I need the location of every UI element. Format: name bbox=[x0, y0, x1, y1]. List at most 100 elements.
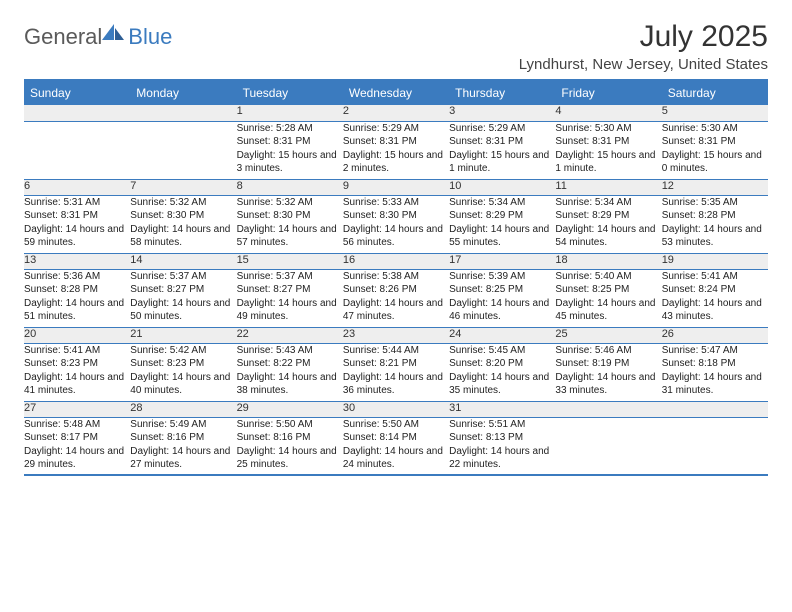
sunset-line: Sunset: 8:30 PM bbox=[237, 209, 343, 223]
daylight-line: Daylight: 14 hours and 29 minutes. bbox=[24, 445, 130, 472]
col-friday: Friday bbox=[555, 80, 661, 105]
daylight-line: Daylight: 14 hours and 57 minutes. bbox=[237, 223, 343, 250]
content-row: Sunrise: 5:28 AMSunset: 8:31 PMDaylight:… bbox=[24, 121, 768, 179]
calendar-page: General Blue July 2025 Lyndhurst, New Je… bbox=[0, 0, 792, 496]
sunrise-line: Sunrise: 5:41 AM bbox=[662, 270, 768, 284]
sunrise-line: Sunrise: 5:30 AM bbox=[555, 122, 661, 136]
sunrise-line: Sunrise: 5:39 AM bbox=[449, 270, 555, 284]
day-content-cell: Sunrise: 5:29 AMSunset: 8:31 PMDaylight:… bbox=[449, 121, 555, 179]
sunset-line: Sunset: 8:27 PM bbox=[130, 283, 236, 297]
sunset-line: Sunset: 8:31 PM bbox=[662, 135, 768, 149]
daylight-line: Daylight: 15 hours and 3 minutes. bbox=[237, 149, 343, 176]
brand-text-general: General bbox=[24, 24, 102, 50]
sunrise-line: Sunrise: 5:32 AM bbox=[237, 196, 343, 210]
col-monday: Monday bbox=[130, 80, 236, 105]
day-number-cell: 7 bbox=[130, 179, 236, 195]
day-number-cell bbox=[662, 401, 768, 417]
day-number-cell: 14 bbox=[130, 253, 236, 269]
day-number-cell: 4 bbox=[555, 105, 661, 121]
day-content-cell: Sunrise: 5:30 AMSunset: 8:31 PMDaylight:… bbox=[555, 121, 661, 179]
day-number-cell: 18 bbox=[555, 253, 661, 269]
day-content-cell: Sunrise: 5:31 AMSunset: 8:31 PMDaylight:… bbox=[24, 195, 130, 253]
day-number-cell: 20 bbox=[24, 327, 130, 343]
sunset-line: Sunset: 8:31 PM bbox=[343, 135, 449, 149]
daylight-line: Daylight: 14 hours and 35 minutes. bbox=[449, 371, 555, 398]
daylight-line: Daylight: 14 hours and 54 minutes. bbox=[555, 223, 661, 250]
sunrise-line: Sunrise: 5:50 AM bbox=[343, 418, 449, 432]
sunset-line: Sunset: 8:27 PM bbox=[237, 283, 343, 297]
daylight-line: Daylight: 14 hours and 36 minutes. bbox=[343, 371, 449, 398]
day-number-cell: 1 bbox=[237, 105, 343, 121]
day-number-cell: 31 bbox=[449, 401, 555, 417]
col-saturday: Saturday bbox=[662, 80, 768, 105]
day-number-cell: 30 bbox=[343, 401, 449, 417]
daylight-line: Daylight: 14 hours and 58 minutes. bbox=[130, 223, 236, 250]
day-number-cell: 17 bbox=[449, 253, 555, 269]
daynum-row: 20212223242526 bbox=[24, 327, 768, 343]
daynum-row: 2728293031 bbox=[24, 401, 768, 417]
sunrise-line: Sunrise: 5:49 AM bbox=[130, 418, 236, 432]
day-content-cell: Sunrise: 5:37 AMSunset: 8:27 PMDaylight:… bbox=[237, 269, 343, 327]
day-number-cell: 10 bbox=[449, 179, 555, 195]
sunrise-line: Sunrise: 5:29 AM bbox=[343, 122, 449, 136]
daylight-line: Daylight: 14 hours and 45 minutes. bbox=[555, 297, 661, 324]
day-number-cell bbox=[130, 105, 236, 121]
sunrise-line: Sunrise: 5:34 AM bbox=[449, 196, 555, 210]
sunrise-line: Sunrise: 5:30 AM bbox=[662, 122, 768, 136]
sunrise-line: Sunrise: 5:51 AM bbox=[449, 418, 555, 432]
daylight-line: Daylight: 14 hours and 47 minutes. bbox=[343, 297, 449, 324]
day-number-cell: 11 bbox=[555, 179, 661, 195]
daylight-line: Daylight: 14 hours and 24 minutes. bbox=[343, 445, 449, 472]
day-content-cell: Sunrise: 5:50 AMSunset: 8:14 PMDaylight:… bbox=[343, 417, 449, 475]
sunset-line: Sunset: 8:30 PM bbox=[130, 209, 236, 223]
day-content-cell: Sunrise: 5:30 AMSunset: 8:31 PMDaylight:… bbox=[662, 121, 768, 179]
day-content-cell: Sunrise: 5:45 AMSunset: 8:20 PMDaylight:… bbox=[449, 343, 555, 401]
day-number-cell: 15 bbox=[237, 253, 343, 269]
day-number-cell: 13 bbox=[24, 253, 130, 269]
day-content-cell: Sunrise: 5:28 AMSunset: 8:31 PMDaylight:… bbox=[237, 121, 343, 179]
day-number-cell: 8 bbox=[237, 179, 343, 195]
day-number-cell: 27 bbox=[24, 401, 130, 417]
sunset-line: Sunset: 8:20 PM bbox=[449, 357, 555, 371]
daylight-line: Daylight: 14 hours and 46 minutes. bbox=[449, 297, 555, 324]
day-content-cell: Sunrise: 5:42 AMSunset: 8:23 PMDaylight:… bbox=[130, 343, 236, 401]
daylight-line: Daylight: 14 hours and 43 minutes. bbox=[662, 297, 768, 324]
daynum-row: 6789101112 bbox=[24, 179, 768, 195]
sunset-line: Sunset: 8:14 PM bbox=[343, 431, 449, 445]
sunrise-line: Sunrise: 5:37 AM bbox=[237, 270, 343, 284]
day-content-cell: Sunrise: 5:40 AMSunset: 8:25 PMDaylight:… bbox=[555, 269, 661, 327]
sunset-line: Sunset: 8:30 PM bbox=[343, 209, 449, 223]
day-number-cell: 3 bbox=[449, 105, 555, 121]
day-content-cell: Sunrise: 5:41 AMSunset: 8:23 PMDaylight:… bbox=[24, 343, 130, 401]
day-content-cell: Sunrise: 5:47 AMSunset: 8:18 PMDaylight:… bbox=[662, 343, 768, 401]
content-row: Sunrise: 5:48 AMSunset: 8:17 PMDaylight:… bbox=[24, 417, 768, 475]
sunset-line: Sunset: 8:28 PM bbox=[662, 209, 768, 223]
day-content-cell: Sunrise: 5:49 AMSunset: 8:16 PMDaylight:… bbox=[130, 417, 236, 475]
day-number-cell: 19 bbox=[662, 253, 768, 269]
sunset-line: Sunset: 8:31 PM bbox=[555, 135, 661, 149]
daylight-line: Daylight: 14 hours and 59 minutes. bbox=[24, 223, 130, 250]
day-number-cell: 6 bbox=[24, 179, 130, 195]
sunset-line: Sunset: 8:18 PM bbox=[662, 357, 768, 371]
day-content-cell bbox=[662, 417, 768, 475]
sunset-line: Sunset: 8:29 PM bbox=[449, 209, 555, 223]
day-content-cell: Sunrise: 5:34 AMSunset: 8:29 PMDaylight:… bbox=[449, 195, 555, 253]
sunset-line: Sunset: 8:22 PM bbox=[237, 357, 343, 371]
brand-text-blue: Blue bbox=[128, 24, 172, 50]
sunrise-line: Sunrise: 5:38 AM bbox=[343, 270, 449, 284]
day-content-cell: Sunrise: 5:43 AMSunset: 8:22 PMDaylight:… bbox=[237, 343, 343, 401]
daylight-line: Daylight: 14 hours and 55 minutes. bbox=[449, 223, 555, 250]
sunset-line: Sunset: 8:25 PM bbox=[449, 283, 555, 297]
sunrise-line: Sunrise: 5:45 AM bbox=[449, 344, 555, 358]
sunset-line: Sunset: 8:24 PM bbox=[662, 283, 768, 297]
daylight-line: Daylight: 15 hours and 1 minute. bbox=[449, 149, 555, 176]
sunrise-line: Sunrise: 5:33 AM bbox=[343, 196, 449, 210]
sunrise-line: Sunrise: 5:36 AM bbox=[24, 270, 130, 284]
day-number-cell: 24 bbox=[449, 327, 555, 343]
daynum-row: 13141516171819 bbox=[24, 253, 768, 269]
daylight-line: Daylight: 14 hours and 50 minutes. bbox=[130, 297, 236, 324]
day-content-cell: Sunrise: 5:51 AMSunset: 8:13 PMDaylight:… bbox=[449, 417, 555, 475]
day-number-cell: 16 bbox=[343, 253, 449, 269]
sunset-line: Sunset: 8:28 PM bbox=[24, 283, 130, 297]
sunrise-line: Sunrise: 5:40 AM bbox=[555, 270, 661, 284]
